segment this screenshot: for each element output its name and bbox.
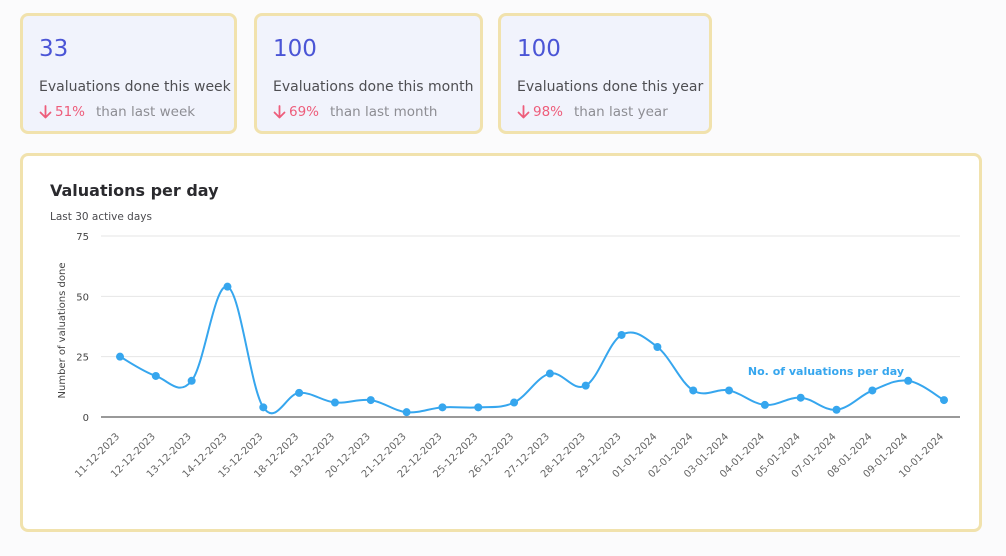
data-point[interactable]	[940, 396, 948, 405]
data-point[interactable]	[295, 388, 304, 397]
data-point[interactable]	[402, 408, 411, 417]
stat-label: Evaluations done this month	[273, 79, 474, 95]
data-point[interactable]	[653, 343, 662, 352]
data-point[interactable]	[689, 386, 698, 395]
chart-title: Valuations per day	[50, 181, 219, 200]
data-point[interactable]	[760, 400, 769, 409]
data-point[interactable]	[904, 376, 913, 385]
stat-percent: 69%	[289, 104, 320, 120]
stat-card-week: 33 Evaluations done this week 51% than l…	[20, 13, 237, 134]
data-point[interactable]	[330, 398, 339, 407]
arrow-down-icon	[517, 105, 530, 119]
y-tick-label: 75	[76, 232, 89, 243]
arrow-down-icon	[273, 105, 286, 119]
y-tick-label: 50	[76, 292, 89, 303]
data-point[interactable]	[832, 405, 841, 414]
data-point[interactable]	[366, 396, 375, 405]
data-point[interactable]	[187, 376, 196, 385]
data-point[interactable]	[259, 403, 268, 412]
chart-subtitle: Last 30 active days	[50, 211, 152, 223]
data-point[interactable]	[151, 371, 160, 380]
stat-comparison: 69% than last month	[273, 104, 437, 120]
data-point[interactable]	[116, 352, 124, 361]
stat-comparison: 98% than last year	[517, 104, 668, 120]
series-label: No. of valuations per day	[748, 365, 904, 378]
stat-value: 100	[273, 36, 317, 62]
data-point[interactable]	[223, 282, 232, 291]
stat-label: Evaluations done this week	[39, 79, 231, 95]
stat-comparison-text: than last year	[574, 104, 668, 120]
stat-comparison-text: than last week	[96, 104, 196, 120]
stat-percent: 51%	[55, 104, 86, 120]
y-tick-label: 0	[83, 413, 89, 424]
stat-card-year: 100 Evaluations done this year 98% than …	[498, 13, 712, 134]
stat-card-month: 100 Evaluations done this month 69% than…	[254, 13, 483, 134]
data-point[interactable]	[510, 398, 519, 407]
data-point[interactable]	[868, 386, 877, 395]
data-point[interactable]	[474, 403, 483, 412]
data-point[interactable]	[545, 369, 554, 378]
stat-percent: 98%	[533, 104, 564, 120]
series-line	[119, 285, 945, 415]
stat-comparison-text: than last month	[330, 104, 438, 120]
stat-value: 33	[39, 36, 69, 62]
data-point[interactable]	[617, 330, 626, 339]
data-point[interactable]	[438, 403, 447, 412]
chart-panel: Valuations per day Last 30 active days 0…	[20, 153, 982, 532]
stat-label: Evaluations done this year	[517, 79, 704, 95]
stat-value: 100	[517, 36, 561, 62]
data-point[interactable]	[581, 381, 590, 390]
stat-comparison: 51% than last week	[39, 104, 195, 120]
y-tick-label: 25	[76, 353, 89, 364]
arrow-down-icon	[39, 105, 52, 119]
data-point[interactable]	[725, 386, 734, 395]
y-axis-label: Number of valuations done	[57, 263, 68, 399]
data-point[interactable]	[796, 393, 805, 402]
